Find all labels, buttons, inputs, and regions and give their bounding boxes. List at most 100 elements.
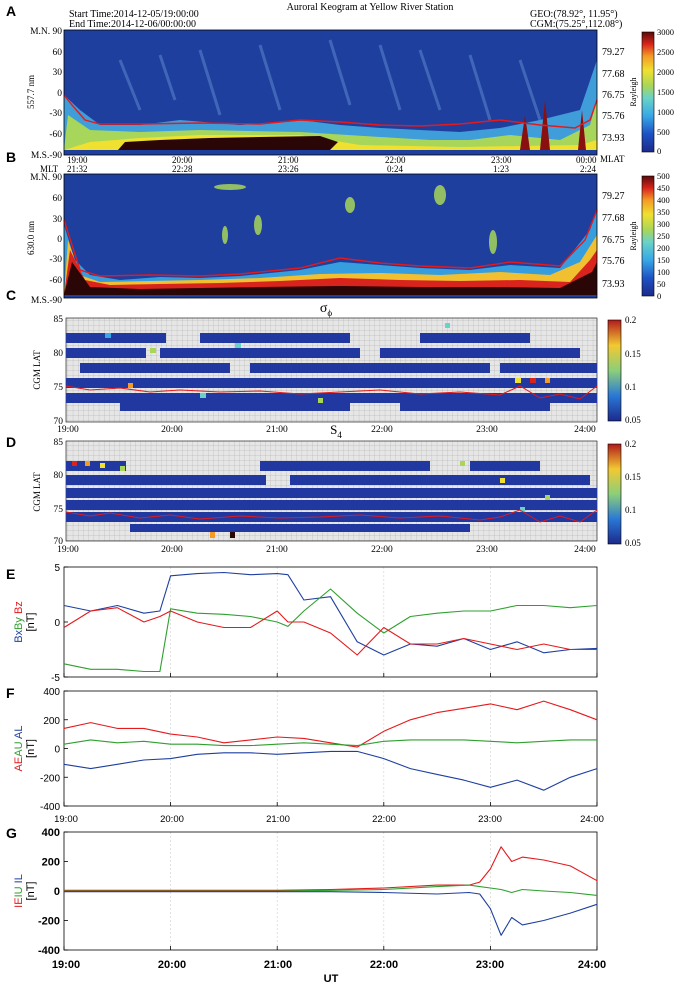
colorbar-tick: 0.15	[625, 349, 641, 359]
keogram-630-wavelength-label: 630.0 nm	[26, 221, 36, 255]
x-tick: 23:00	[476, 545, 498, 555]
mlt-row-label: MLT	[40, 164, 59, 174]
x-tick: 23:00	[476, 425, 498, 435]
x-tick: 24:00	[574, 545, 596, 555]
ae-index-panel: 400 200 0 -200 -400 AEAU AL[nT]	[13, 687, 598, 813]
y-tick: 85	[54, 315, 64, 325]
keogram-630-red-band	[64, 250, 597, 295]
colorbar-tick: 500	[657, 171, 670, 181]
mlt-value: 22:28	[172, 164, 193, 174]
y-axis-label-part: IL	[13, 874, 25, 886]
y-tick-label: -5	[51, 673, 60, 684]
x-tick: 24:00	[578, 959, 606, 971]
keogram-630-yellow-band	[64, 235, 597, 295]
y-tick: 60	[53, 48, 63, 58]
scint-d-boundary	[65, 509, 598, 523]
keogram-557-panel	[63, 29, 598, 156]
y-axis-label: IEIU IL	[13, 874, 25, 908]
start-time: Start Time:2014-12-05/19:00:00	[69, 9, 199, 20]
y-tick-label: 400	[43, 687, 60, 698]
panel-letter-g: G	[6, 825, 17, 841]
mlt-values: 21:32 22:28 23:26 0:24 1:23 2:24	[67, 164, 597, 174]
x-tick: 19:00	[57, 545, 79, 555]
y-tick-label: 400	[42, 827, 60, 839]
colorbar-tick: 50	[657, 279, 666, 289]
series-line-au	[63, 739, 597, 747]
ut-label: 00:00	[576, 155, 597, 165]
y-axis-unit: [nT]	[25, 739, 37, 758]
ut-label: 23:00	[491, 155, 512, 165]
x-tick: 24:00	[580, 814, 604, 825]
mlat-tick: 77.68	[602, 69, 625, 80]
y-tick: -30	[49, 255, 62, 265]
scint-d-y-ticks: 85 80 75 70	[54, 438, 64, 547]
y-tick: 0	[57, 89, 62, 99]
mlt-value: 0:24	[387, 164, 404, 174]
series-line-bz	[63, 607, 597, 656]
panel-letter-f: F	[6, 685, 15, 701]
scint-c-map	[65, 317, 598, 423]
figure-title: Auroral Keogram at Yellow River Station	[287, 2, 454, 13]
colorbar-tick: 3000	[657, 27, 674, 37]
panel-letter-d: D	[6, 434, 16, 450]
y-tick: 30	[53, 68, 63, 78]
y-axis-label: AEAU AL	[13, 726, 25, 772]
mlat-tick: 77.68	[602, 213, 625, 224]
bottom-x-ticks: 19:00 20:00 21:00 22:00 23:00 24:00	[52, 959, 606, 971]
y-tick: M.N. 90	[30, 173, 62, 183]
panel-letter-b: B	[6, 149, 16, 165]
colorbar-557	[641, 31, 655, 153]
x-tick: 20:00	[161, 425, 183, 435]
series-line-iu	[64, 884, 598, 896]
y-tick: 60	[53, 194, 63, 204]
y-tick: 0	[57, 235, 62, 245]
keogram-630-y-ticks: M.N. 90 60 30 0 -30 -60 M.S.-90	[30, 173, 62, 306]
x-tick: 24:00	[574, 425, 596, 435]
y-tick-label: 200	[43, 716, 60, 727]
keogram-557-wavelength-label: 557.7 nm	[26, 75, 36, 109]
y-axis-label-part: AL	[13, 726, 25, 742]
mlat-tick: 73.93	[602, 279, 625, 290]
series-line-al	[63, 750, 598, 791]
scint-d-x-ticks: 19:00 20:00 21:00 22:00 23:00 24:00	[57, 545, 596, 555]
x-tick: 20:00	[158, 959, 186, 971]
geo-coordinates: GEO:(78.92°, 11.95°)	[530, 9, 618, 20]
colorbar-scint-d-ticks: 0.2 0.15 0.1 0.05	[625, 439, 641, 548]
y-tick-label: 0	[54, 618, 60, 629]
plot-frame	[63, 690, 598, 807]
colorbar-tick: 500	[657, 127, 670, 137]
end-time: End Time:2014-12-06/00:00:00	[69, 19, 196, 30]
mlt-value: 21:32	[67, 164, 88, 174]
ut-label: 22:00	[385, 155, 406, 165]
y-tick: 80	[54, 471, 64, 481]
scint-c-title: σϕ	[320, 301, 333, 318]
colorbar-tick: 0	[657, 291, 661, 301]
series-line-by	[63, 588, 598, 673]
colorbar-tick: 0.05	[625, 538, 641, 548]
y-axis-label-part: Bz	[13, 601, 25, 617]
cgm-coordinates: CGM:(75.25°,112.08°)	[530, 19, 622, 30]
y-tick-label: 200	[42, 857, 60, 869]
y-axis-label-part: Bx	[13, 629, 25, 642]
x-tick: 21:00	[266, 425, 288, 435]
colorbar-tick: 0.05	[625, 415, 641, 425]
y-axis-label-part: By	[13, 617, 25, 630]
colorbar-630	[641, 175, 655, 297]
colorbar-scint-c-ticks: 0.2 0.15 0.1 0.05	[625, 315, 641, 425]
x-tick: 22:00	[372, 814, 396, 825]
y-tick: 75	[54, 383, 64, 393]
ie-index-panel: 400 200 0 -200 -400 IEIU IL[nT]	[13, 827, 598, 957]
y-tick: M.S.-90	[31, 151, 62, 161]
panel-letter-a: A	[6, 3, 16, 19]
colorbar-tick: 450	[657, 183, 670, 193]
y-axis-label-part: IU	[13, 886, 25, 897]
y-axis-label-part: AE	[13, 757, 25, 772]
colorbar-557-label: Rayleigh	[629, 78, 638, 107]
colorbar-scint-d	[607, 443, 622, 545]
y-axis-unit: [nT]	[25, 882, 37, 901]
imf-panel: 5 0 -5 BxBy Bz[nT]	[13, 563, 598, 684]
keogram-630-cyan-band	[64, 210, 597, 295]
colorbar-tick: 0.15	[625, 472, 641, 482]
mlat-label: MLAT	[600, 154, 625, 164]
